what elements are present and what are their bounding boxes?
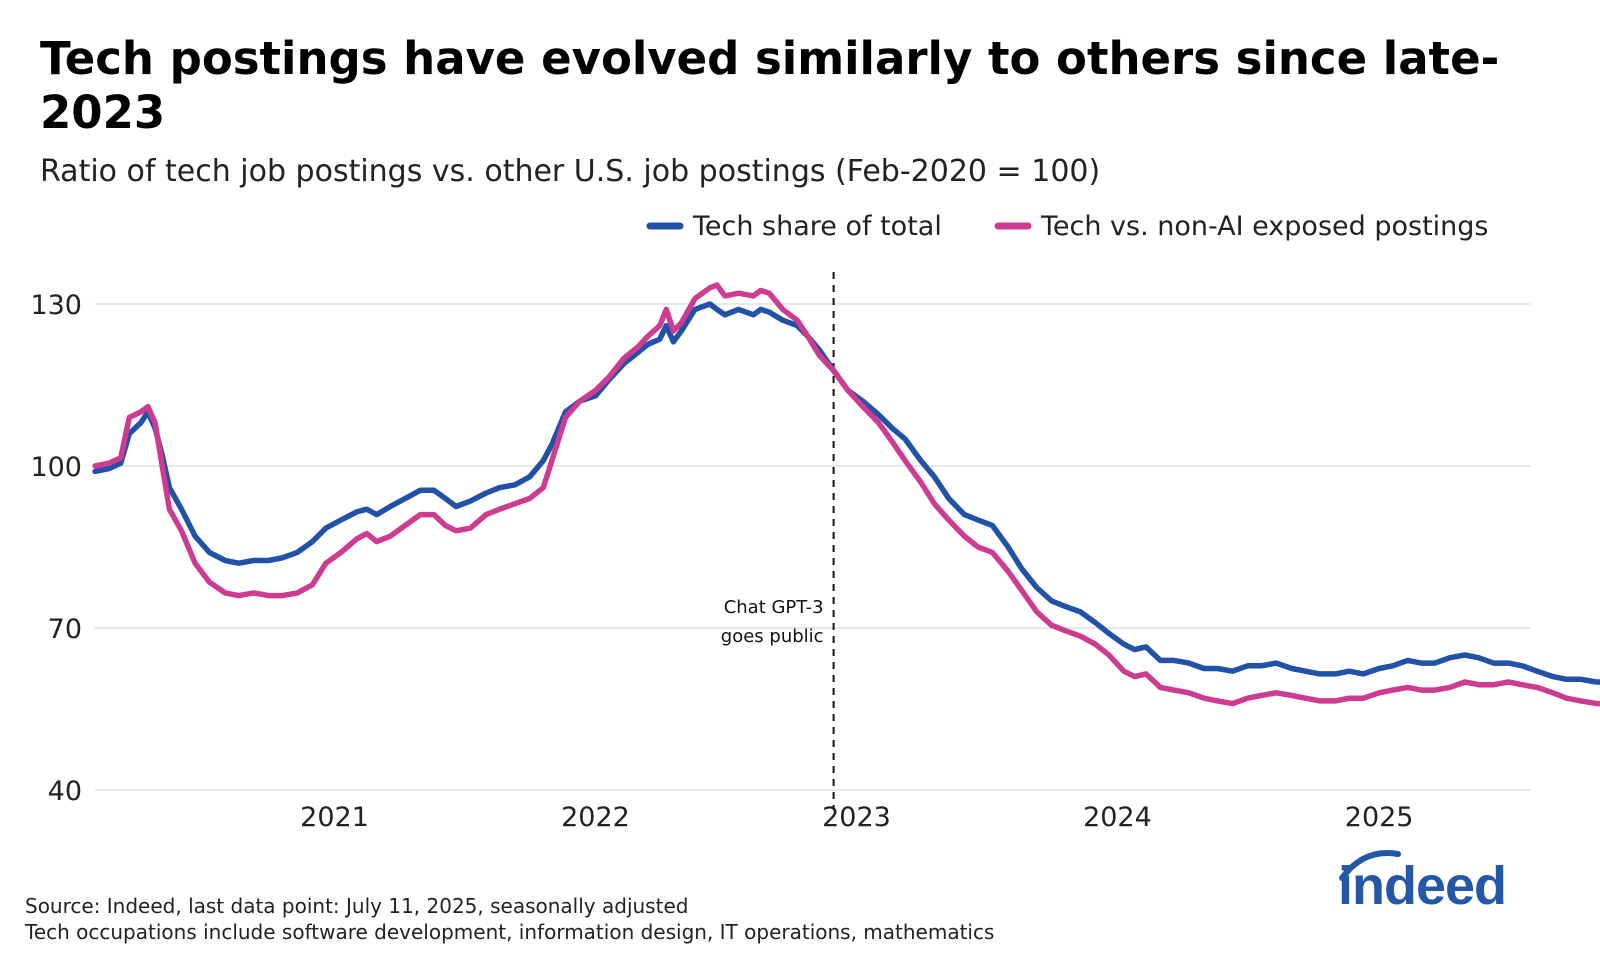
series-lines <box>92 282 1600 707</box>
chart-subtitle: Ratio of tech job postings vs. other U.S… <box>40 154 1101 189</box>
legend-label-1: Tech share of total <box>692 211 942 242</box>
x-axis-ticks: 2021 2022 2023 2024 2025 <box>300 802 1413 833</box>
legend-label-2: Tech vs. non-AI exposed postings <box>1040 211 1488 242</box>
source-line: Source: Indeed, last data point: July 11… <box>25 894 689 918</box>
x-tick-label-2022: 2022 <box>561 802 630 833</box>
x-tick-label-2025: 2025 <box>1345 802 1414 833</box>
source-note: Source: Indeed, last data point: July 11… <box>25 893 994 945</box>
logo-wordmark: indeed <box>1338 856 1506 914</box>
annotation-label-line2: goes public <box>721 626 824 647</box>
x-tick-label-2023: 2023 <box>822 802 891 833</box>
annotation-chatgpt: Chat GPT-3 goes public <box>721 272 835 808</box>
y-tick-label-130: 130 <box>30 290 82 321</box>
gridlines <box>95 303 1530 791</box>
y-tick-label-40: 40 <box>48 776 82 807</box>
y-tick-label-100: 100 <box>30 452 82 483</box>
y-tick-label-70: 70 <box>48 614 82 645</box>
series-line-tech-share <box>92 301 1600 685</box>
x-tick-label-2021: 2021 <box>300 802 369 833</box>
x-tick-label-2024: 2024 <box>1083 802 1152 833</box>
logo-arc <box>1339 850 1401 881</box>
tech-occupations-note: Tech occupations include software develo… <box>25 920 995 944</box>
legend: Tech share of total Tech vs. non-AI expos… <box>646 211 1488 242</box>
chart-title: Tech postings have evolved similarly to … <box>40 32 1500 139</box>
line-chart: 40 70 100 130 2021 2022 2023 2024 2025 Chat GPT… <box>30 211 1600 833</box>
annotation-label-line1: Chat GPT-3 <box>724 597 824 618</box>
indeed-logo: indeed <box>1338 850 1507 914</box>
y-axis-ticks: 40 70 100 130 <box>30 290 82 807</box>
series-line-tech-vs-non-ai <box>92 282 1600 707</box>
